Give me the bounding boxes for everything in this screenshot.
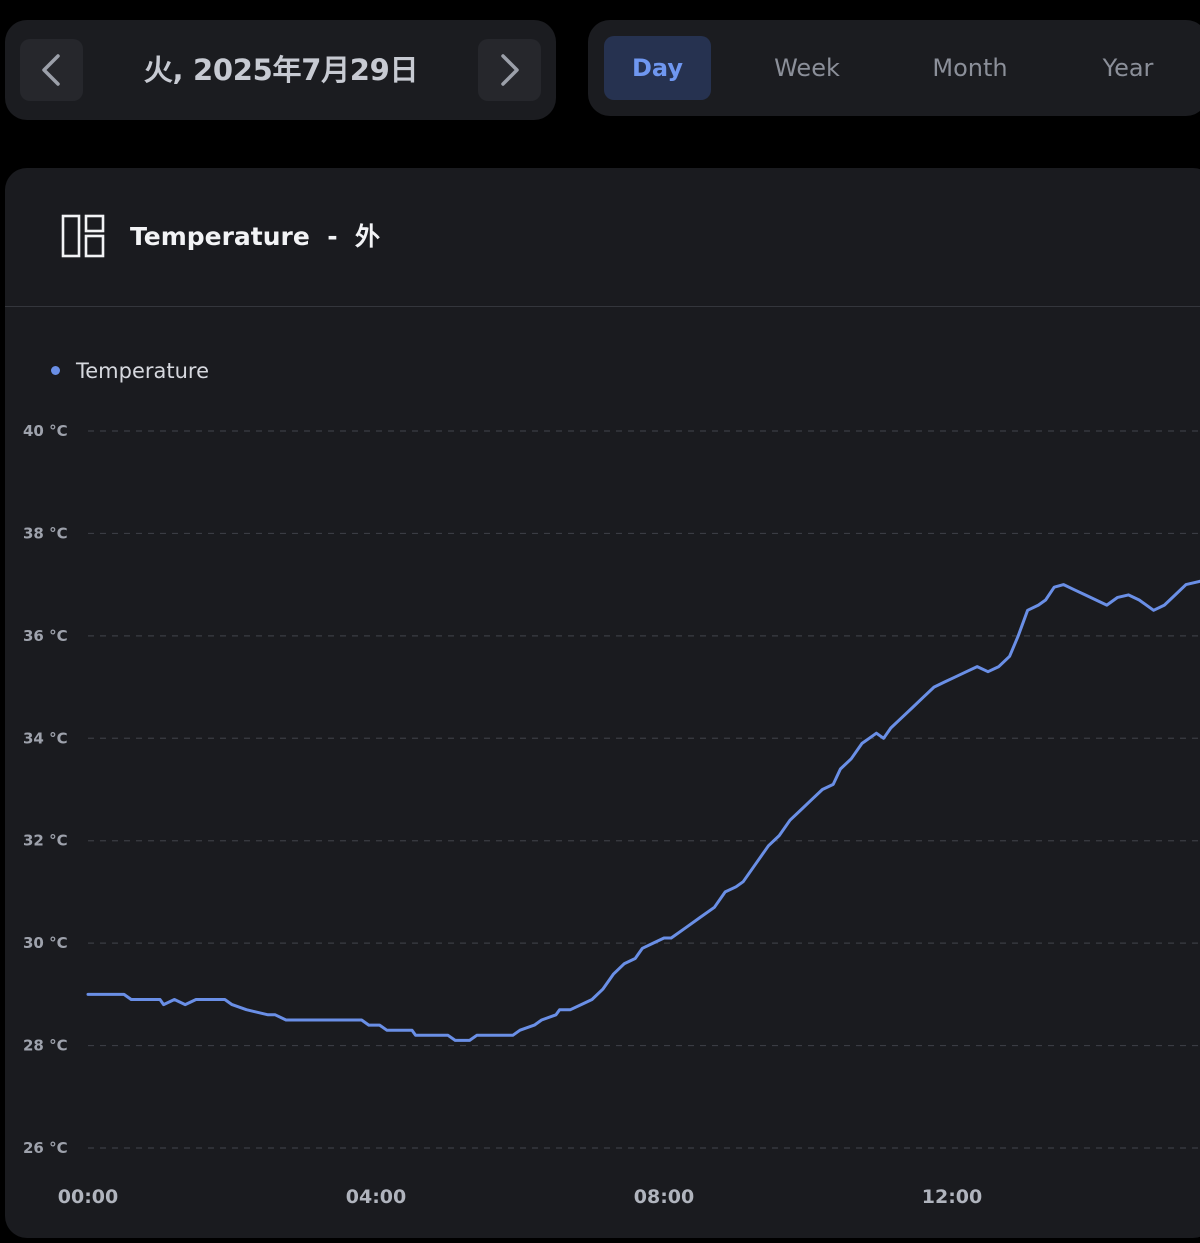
card-header: Temperature - 外	[5, 168, 1200, 307]
y-tick-label: 32 °C	[23, 832, 68, 850]
y-tick-label: 26 °C	[23, 1139, 68, 1157]
temperature-series-line[interactable]	[86, 564, 1200, 1042]
x-tick-label: 08:00	[634, 1186, 694, 1208]
y-tick-label: 40 °C	[23, 422, 68, 440]
x-tick-label: 12:00	[922, 1186, 982, 1208]
tab-year[interactable]: Year	[1102, 54, 1154, 82]
date-navigator: 火, 2025年7月29日	[5, 20, 556, 120]
card-title: Temperature - 外	[130, 222, 381, 251]
chevron-left-icon	[42, 54, 60, 86]
x-tick-label: 04:00	[346, 1186, 406, 1208]
legend-label: Temperature	[76, 359, 210, 383]
temperature-card: Temperature - 外 Temperature 26 °C 28 °C 30…	[5, 168, 1200, 1238]
x-tick-label: 00:00	[58, 1186, 118, 1208]
period-selector: Day Week Month Year	[588, 20, 1200, 116]
chevron-right-icon	[501, 54, 519, 86]
y-tick-label: 30 °C	[23, 934, 68, 952]
tab-day[interactable]: Day	[604, 36, 711, 100]
chart-legend[interactable]: Temperature	[51, 356, 209, 386]
legend-marker	[51, 365, 60, 375]
y-tick-label: 38 °C	[23, 524, 68, 542]
temperature-line-chart: 26 °C 28 °C 30 °C 32 °C 34 °C 36 °C 38 °C 40 °C…	[23, 422, 1200, 1208]
previous-day-button[interactable]	[20, 39, 83, 101]
tab-week[interactable]: Week	[774, 54, 840, 82]
y-tick-label: 28 °C	[23, 1037, 68, 1055]
y-tick-label: 34 °C	[23, 729, 68, 747]
layout-panels-icon	[61, 214, 105, 258]
tab-month[interactable]: Month	[932, 54, 1008, 82]
y-tick-label: 36 °C	[23, 627, 68, 645]
current-date-label: 火, 2025年7月29日	[143, 53, 419, 87]
next-day-button[interactable]	[478, 39, 541, 101]
